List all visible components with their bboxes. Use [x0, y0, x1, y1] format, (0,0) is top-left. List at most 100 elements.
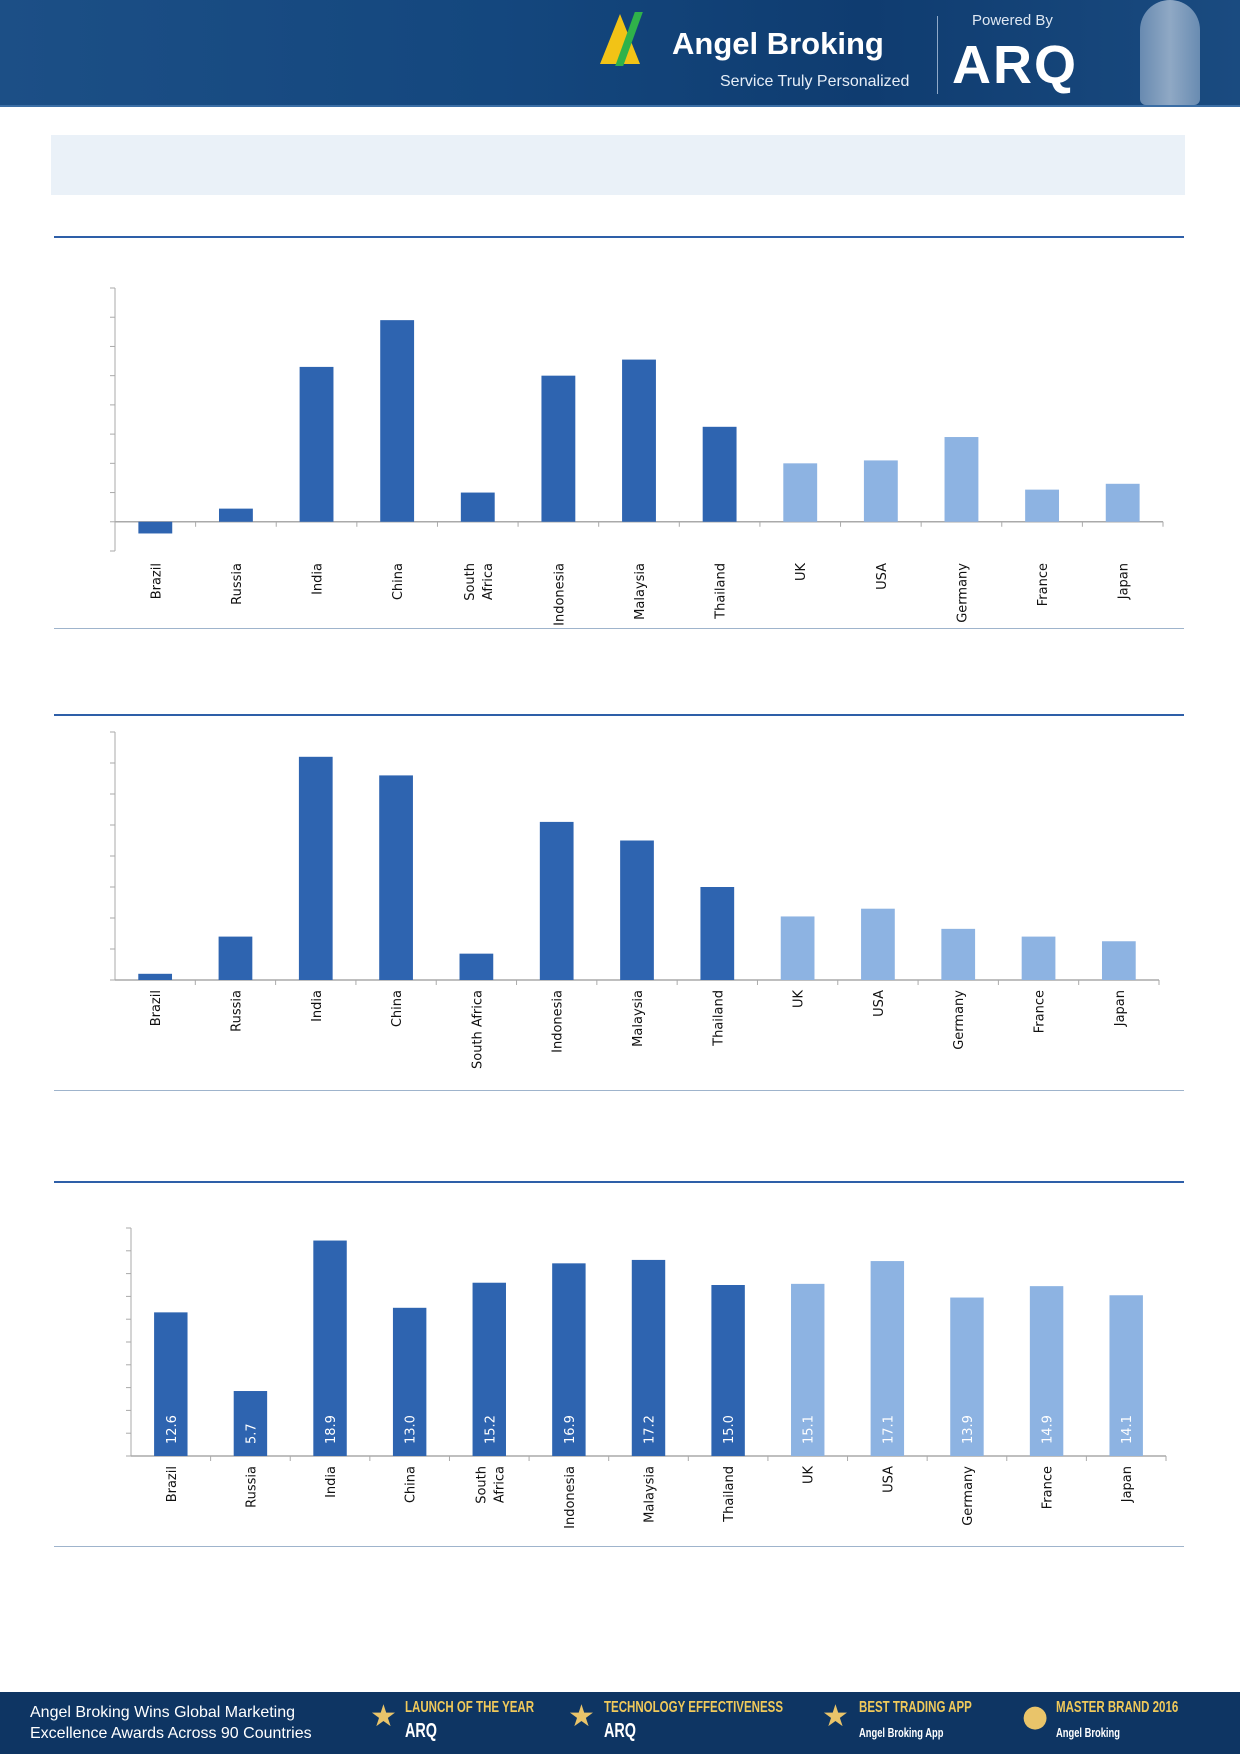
bar-brazil — [138, 521, 173, 534]
x-tick-label: UK — [792, 990, 807, 1009]
chart-3: Brazil 12.6 Russia 5.7 India 18.9 China 13.0 Sou… — [126, 1227, 1167, 1529]
award-launch: LAUNCH OF THE YEAR ARQ — [405, 1698, 534, 1743]
x-tick-label: Russia — [244, 1466, 259, 1508]
arq-logo: ARQ — [952, 35, 1078, 95]
data-label: 13.9 — [961, 1415, 976, 1444]
bar-usa — [870, 1261, 905, 1456]
chart1-top-rule — [54, 236, 1184, 238]
bar-russia — [233, 1391, 268, 1456]
chart-1: Brazil Russia India China South Africa Indones… — [110, 287, 1164, 626]
x-tick-label: Malaysia — [643, 1466, 658, 1523]
bar-india — [313, 1240, 347, 1456]
bar-japan — [1101, 941, 1136, 980]
globe-trophy-icon: ● — [1022, 1699, 1049, 1734]
bar-thailand — [702, 426, 737, 522]
robot-face-icon — [1140, 0, 1200, 105]
bar-france — [1029, 1286, 1064, 1456]
x-tick-label: Japan — [1113, 990, 1128, 1027]
bar-japan — [1109, 1295, 1143, 1456]
data-label: 17.2 — [643, 1415, 658, 1444]
bar-thailand — [700, 887, 735, 980]
x-tick-label: Japan — [1120, 1466, 1135, 1503]
x-tick-label: France — [1036, 563, 1051, 606]
award-sub: Angel Broking App — [859, 1725, 944, 1740]
bar-japan — [1105, 483, 1140, 522]
footer-banner: Angel Broking Wins Global Marketing Exce… — [0, 1692, 1240, 1754]
data-label: 13.0 — [404, 1415, 419, 1444]
award-trading-app: BEST TRADING APP Angel Broking App — [859, 1698, 972, 1741]
brand-name: Angel Broking — [672, 26, 884, 61]
x-tick-label: Brazil — [149, 563, 164, 599]
bar-germany — [950, 1297, 984, 1456]
data-label: 16.9 — [563, 1415, 578, 1444]
bar-malaysia — [622, 359, 656, 522]
data-label: 15.1 — [802, 1415, 817, 1444]
award-title: LAUNCH OF THE YEAR — [405, 1699, 535, 1716]
bar-south-africa — [460, 492, 495, 522]
x-tick-label: China — [391, 563, 406, 600]
x-tick-label: Malaysia — [631, 990, 646, 1047]
footer-award-text: Angel Broking Wins Global Marketing Exce… — [30, 1704, 312, 1742]
x-tick-label: India — [310, 990, 325, 1022]
x-tick-label: France — [1041, 1466, 1056, 1509]
data-label: 14.9 — [1041, 1415, 1056, 1444]
bar-malaysia — [631, 1259, 666, 1456]
data-label: 17.1 — [881, 1415, 896, 1444]
award-sub: Angel Broking — [1056, 1725, 1120, 1740]
data-label: 18.9 — [324, 1415, 339, 1444]
x-tick-label: Brazil — [149, 990, 164, 1026]
data-label: 15.0 — [722, 1415, 737, 1444]
x-tick-label: Indonesia — [551, 990, 566, 1053]
bar-china — [392, 1307, 427, 1456]
data-label: 12.6 — [165, 1415, 180, 1444]
x-tick-label: China — [404, 1466, 419, 1503]
x-tick-label: South — [463, 563, 478, 601]
x-tick-label: South — [474, 1466, 489, 1504]
bar-brazil — [154, 1312, 188, 1456]
x-tick-label: Africa — [492, 1466, 507, 1503]
bar-malaysia — [620, 840, 654, 980]
award-sub: ARQ — [405, 1720, 438, 1742]
x-tick-label: Indonesia — [563, 1466, 578, 1529]
chart2-top-rule — [54, 714, 1184, 716]
chart2-bottom-rule — [54, 1090, 1184, 1091]
bar-germany — [944, 437, 979, 522]
bar-south-africa — [459, 953, 494, 980]
x-tick-label: Germany — [961, 1466, 976, 1526]
chart3-top-rule — [54, 1181, 1184, 1183]
bar-china — [380, 320, 415, 522]
bar-usa — [863, 460, 898, 522]
bar-russia — [218, 936, 253, 980]
bar-indonesia — [539, 821, 574, 980]
bar-china — [379, 775, 413, 980]
x-tick-label: Africa — [481, 563, 496, 600]
trophy-icon: ★ — [370, 1699, 397, 1734]
x-tick-label: Germany — [955, 563, 970, 623]
bar-uk — [780, 916, 815, 980]
award-title: MASTER BRAND 2016 — [1056, 1699, 1179, 1716]
bar-indonesia — [541, 375, 576, 522]
bar-france — [1021, 936, 1056, 980]
chart1-bottom-rule — [54, 628, 1184, 629]
summary-box — [51, 135, 1185, 195]
x-tick-label: USA — [875, 563, 890, 590]
header-divider — [937, 16, 938, 94]
chart3-bottom-rule — [54, 1546, 1184, 1547]
x-tick-label: Indonesia — [552, 563, 567, 626]
bar-usa — [861, 908, 895, 980]
award-sub: ARQ — [604, 1720, 637, 1742]
award-title: BEST TRADING APP — [859, 1699, 972, 1716]
bar-russia — [218, 508, 253, 522]
x-tick-label: Japan — [1117, 563, 1132, 600]
bar-south-africa — [472, 1282, 506, 1456]
bar-india — [298, 756, 333, 980]
x-tick-label: Malaysia — [633, 563, 648, 620]
bar-uk — [783, 463, 818, 522]
trophy-icon: ★ — [822, 1699, 849, 1734]
award-technology: TECHNOLOGY EFFECTIVENESS ARQ — [604, 1698, 783, 1743]
x-tick-label: Germany — [952, 990, 967, 1050]
bar-uk — [791, 1283, 825, 1456]
x-tick-label: Thailand — [722, 1466, 737, 1523]
x-tick-label: UK — [802, 1466, 817, 1485]
